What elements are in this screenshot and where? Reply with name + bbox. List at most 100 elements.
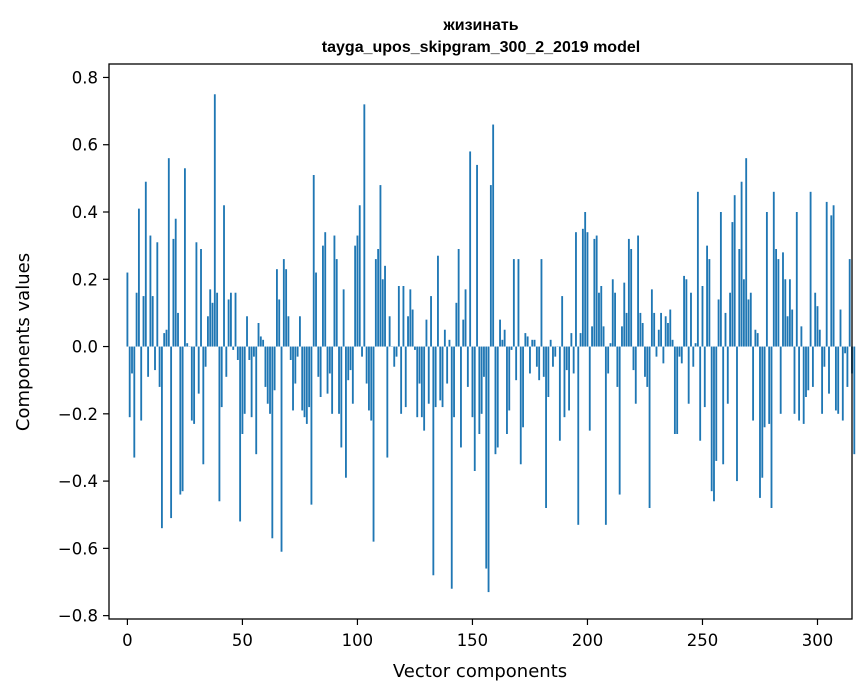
bar-273: [754, 329, 757, 347]
bar-265: [736, 346, 738, 482]
bar-16: [163, 333, 166, 347]
bar-116: [393, 346, 396, 367]
bar-173: [524, 333, 527, 347]
bar-54: [250, 346, 253, 418]
bar-155: [483, 346, 485, 377]
bar-248: [696, 191, 699, 347]
x-tick-label: 100: [342, 631, 374, 650]
bar-33: [202, 346, 205, 465]
bar-15: [160, 346, 163, 529]
bar-74: [296, 346, 299, 357]
bar-272: [752, 346, 755, 421]
bar-285: [782, 252, 784, 347]
bar-189: [561, 296, 564, 347]
bar-295: [805, 346, 807, 397]
bar-156: [485, 346, 488, 569]
bar-163: [501, 339, 504, 347]
bar-84: [319, 346, 322, 397]
bar-297: [809, 191, 812, 347]
bar-251: [703, 346, 706, 408]
bar-100: [356, 235, 359, 347]
bar-143: [455, 302, 458, 347]
bar-106: [370, 346, 373, 421]
bar-130: [425, 319, 428, 347]
bar-172: [522, 346, 524, 428]
bar-141: [450, 346, 453, 589]
bar-194: [572, 346, 575, 374]
bar-294: [802, 346, 805, 424]
bar-39: [216, 292, 219, 347]
bar-64: [273, 346, 276, 391]
bar-149: [469, 151, 472, 347]
bar-145: [460, 346, 462, 448]
bar-81: [312, 175, 315, 347]
bar-36: [209, 289, 212, 347]
x-tick-label: 150: [457, 631, 489, 650]
bar-148: [466, 346, 469, 387]
bar-71: [289, 346, 292, 360]
bar-120: [402, 286, 405, 347]
bar-28: [190, 346, 193, 421]
bar-66: [278, 299, 281, 347]
bar-110: [379, 185, 382, 347]
bar-83: [317, 346, 320, 377]
bar-255: [713, 346, 715, 502]
bar-238: [673, 346, 676, 434]
bar-135: [437, 255, 439, 347]
bar-61: [266, 346, 269, 404]
bar-82: [315, 272, 317, 347]
bar-302: [821, 346, 824, 414]
bar-26: [186, 343, 189, 347]
bar-4: [135, 292, 138, 347]
bar-45: [229, 292, 232, 347]
bar-52: [246, 316, 248, 347]
bar-207: [602, 326, 605, 347]
bar-233: [662, 346, 665, 364]
y-tick-label: −0.2: [58, 405, 98, 424]
bar-242: [683, 275, 685, 347]
y-axis-ticks: −0.8 −0.6 −0.4 −0.2 0.0 0.2 0.4 0.6 0.8: [58, 68, 109, 626]
bar-113: [386, 346, 389, 458]
bar-73: [294, 346, 297, 384]
bar-200: [586, 232, 589, 347]
y-axis-label: Components values: [13, 253, 34, 431]
bar-213: [616, 346, 619, 387]
bar-198: [581, 228, 584, 347]
bar-165: [506, 346, 508, 434]
bar-254: [710, 346, 713, 492]
bar-131: [427, 346, 430, 404]
bar-305: [828, 346, 830, 394]
bar-280: [770, 346, 773, 508]
bar-3: [133, 346, 136, 458]
bar-112: [384, 265, 386, 347]
bar-179: [538, 346, 541, 381]
bar-9: [147, 346, 150, 377]
bar-274: [756, 333, 759, 347]
bar-41: [220, 346, 223, 408]
bar-151: [473, 346, 476, 471]
bar-18: [167, 158, 170, 347]
bar-201: [588, 346, 591, 431]
bar-230: [655, 346, 658, 357]
bar-171: [519, 346, 522, 465]
bar-78: [305, 346, 308, 424]
bar-286: [784, 279, 787, 347]
bar-284: [779, 346, 782, 414]
bar-88: [328, 346, 331, 374]
bar-1: [128, 346, 131, 418]
bar-50: [241, 346, 244, 434]
bar-47: [234, 292, 237, 347]
bar-237: [671, 339, 674, 347]
bar-75: [299, 316, 301, 347]
bar-14: [158, 346, 161, 387]
bar-144: [457, 249, 460, 347]
bar-60: [264, 346, 267, 387]
bar-91: [335, 259, 338, 347]
bar-118: [397, 286, 400, 347]
bar-107: [372, 346, 375, 542]
bar-212: [614, 292, 616, 347]
bar-128: [420, 346, 423, 418]
bar-125: [414, 346, 416, 350]
bar-108: [374, 259, 377, 347]
bar-12: [154, 346, 156, 371]
